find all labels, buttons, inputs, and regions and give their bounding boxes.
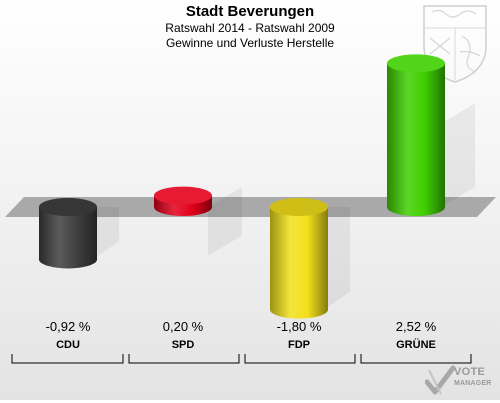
chart-subtitle-1: Ratswahl 2014 - Ratswahl 2009 bbox=[165, 21, 335, 35]
checkmark-icon bbox=[424, 365, 456, 395]
logo-text-manager: MANAGER bbox=[454, 380, 492, 387]
value-label-cdu: -0,92 % bbox=[46, 319, 91, 334]
zero-baseline-plane bbox=[5, 197, 496, 217]
bar-cdu bbox=[39, 198, 119, 269]
value-label-grüne: 2,52 % bbox=[396, 319, 437, 334]
category-label-fdp: FDP bbox=[288, 339, 310, 351]
category-label-spd: SPD bbox=[172, 339, 195, 351]
chart-subtitle-2: Gewinne und Verluste Herstelle bbox=[165, 36, 335, 50]
votemanager-logo: VOTE MANAGER bbox=[424, 364, 500, 398]
category-bracket-fdp bbox=[244, 354, 356, 364]
chart-title: Stadt Beverungen bbox=[185, 3, 315, 20]
value-label-fdp: -1,80 % bbox=[277, 319, 322, 334]
category-bracket-grüne bbox=[360, 354, 472, 364]
category-label-cdu: CDU bbox=[56, 339, 80, 351]
bar-spd bbox=[154, 186, 242, 256]
bar-fdp bbox=[270, 198, 350, 319]
logo-text-vote: VOTE bbox=[454, 366, 486, 378]
bar-grüne bbox=[387, 54, 475, 216]
category-bracket-cdu bbox=[11, 354, 124, 364]
category-bracket-spd bbox=[128, 354, 240, 364]
value-label-spd: 0,20 % bbox=[163, 319, 204, 334]
category-label-grüne: GRÜNE bbox=[396, 338, 436, 351]
chart-header: Stadt Beverungen Ratswahl 2014 - Ratswah… bbox=[0, 3, 500, 51]
